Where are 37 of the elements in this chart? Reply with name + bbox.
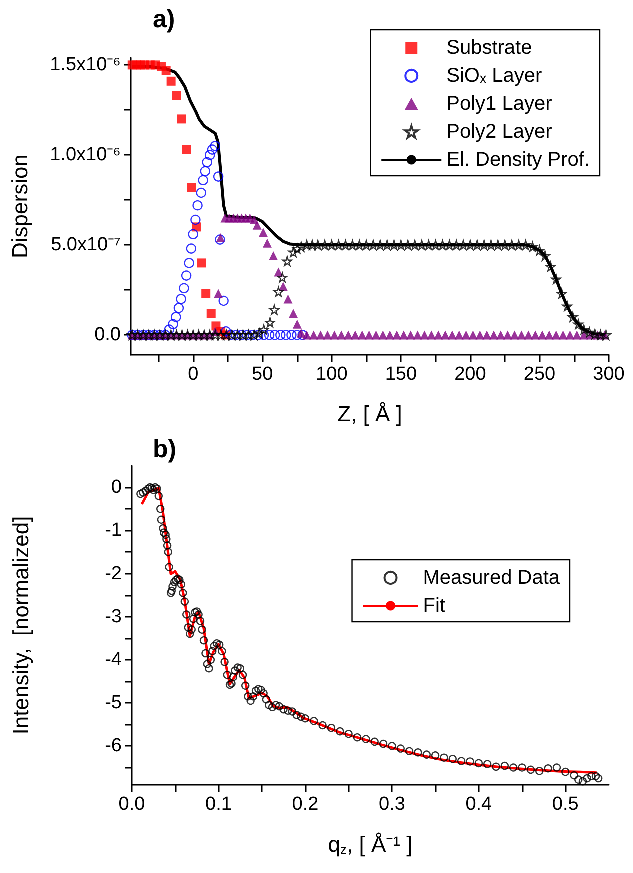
legend-label: Poly2 Layer bbox=[446, 121, 553, 143]
x-tick-label: 0 bbox=[188, 364, 199, 385]
x-tick-label: 50 bbox=[252, 364, 274, 385]
y-axis-title: Intensity, [normalized] bbox=[8, 516, 34, 735]
x-axis-title: Z, [ Å ] bbox=[338, 402, 402, 426]
x-tick-label: 0.2 bbox=[292, 794, 319, 815]
x-tick-label: 100 bbox=[316, 364, 348, 385]
x-tick-label: 0.5 bbox=[552, 794, 579, 815]
y-axis-title: Dispersion bbox=[8, 154, 32, 258]
x-tick-label: 200 bbox=[454, 364, 486, 385]
legend-label: El. Density Prof. bbox=[446, 149, 590, 171]
y-tick-label: 1.5x10⁻⁶ bbox=[50, 54, 121, 76]
x-tick-label: 150 bbox=[385, 364, 418, 385]
y-tick-label: -1 bbox=[105, 520, 122, 542]
y-tick-label: 1.0x10⁻⁶ bbox=[50, 144, 121, 166]
legend-label: SiOₓ Layer bbox=[446, 65, 542, 87]
chart-title: a) bbox=[153, 6, 176, 34]
y-tick-label: 5.0x10⁻⁷ bbox=[51, 234, 122, 256]
x-tick-label: 300 bbox=[593, 364, 625, 385]
legend-label: Poly1 Layer bbox=[446, 93, 553, 115]
y-tick-label: -2 bbox=[105, 563, 122, 584]
legend-label: Measured Data bbox=[423, 567, 561, 589]
y-tick-label: -6 bbox=[105, 736, 122, 757]
y-tick-label: -5 bbox=[105, 692, 122, 714]
y-tick-label: 0 bbox=[111, 477, 122, 498]
legend-label: Fit bbox=[423, 595, 446, 617]
y-tick-label: -3 bbox=[105, 606, 122, 628]
x-tick-label: 0.4 bbox=[466, 794, 493, 815]
x-tick-label: 0.0 bbox=[118, 794, 146, 815]
x-tick-label: 0.1 bbox=[206, 794, 232, 815]
chart-title: b) bbox=[153, 436, 177, 464]
y-tick-label: -4 bbox=[105, 649, 122, 670]
y-tick-label: 0.0 bbox=[94, 324, 121, 346]
legend-label: Substrate bbox=[446, 37, 532, 59]
x-tick-label: 0.3 bbox=[378, 794, 406, 815]
x-tick-label: 250 bbox=[524, 364, 556, 385]
x-axis-title: qz, [ Å⁻¹ ] bbox=[328, 832, 413, 857]
